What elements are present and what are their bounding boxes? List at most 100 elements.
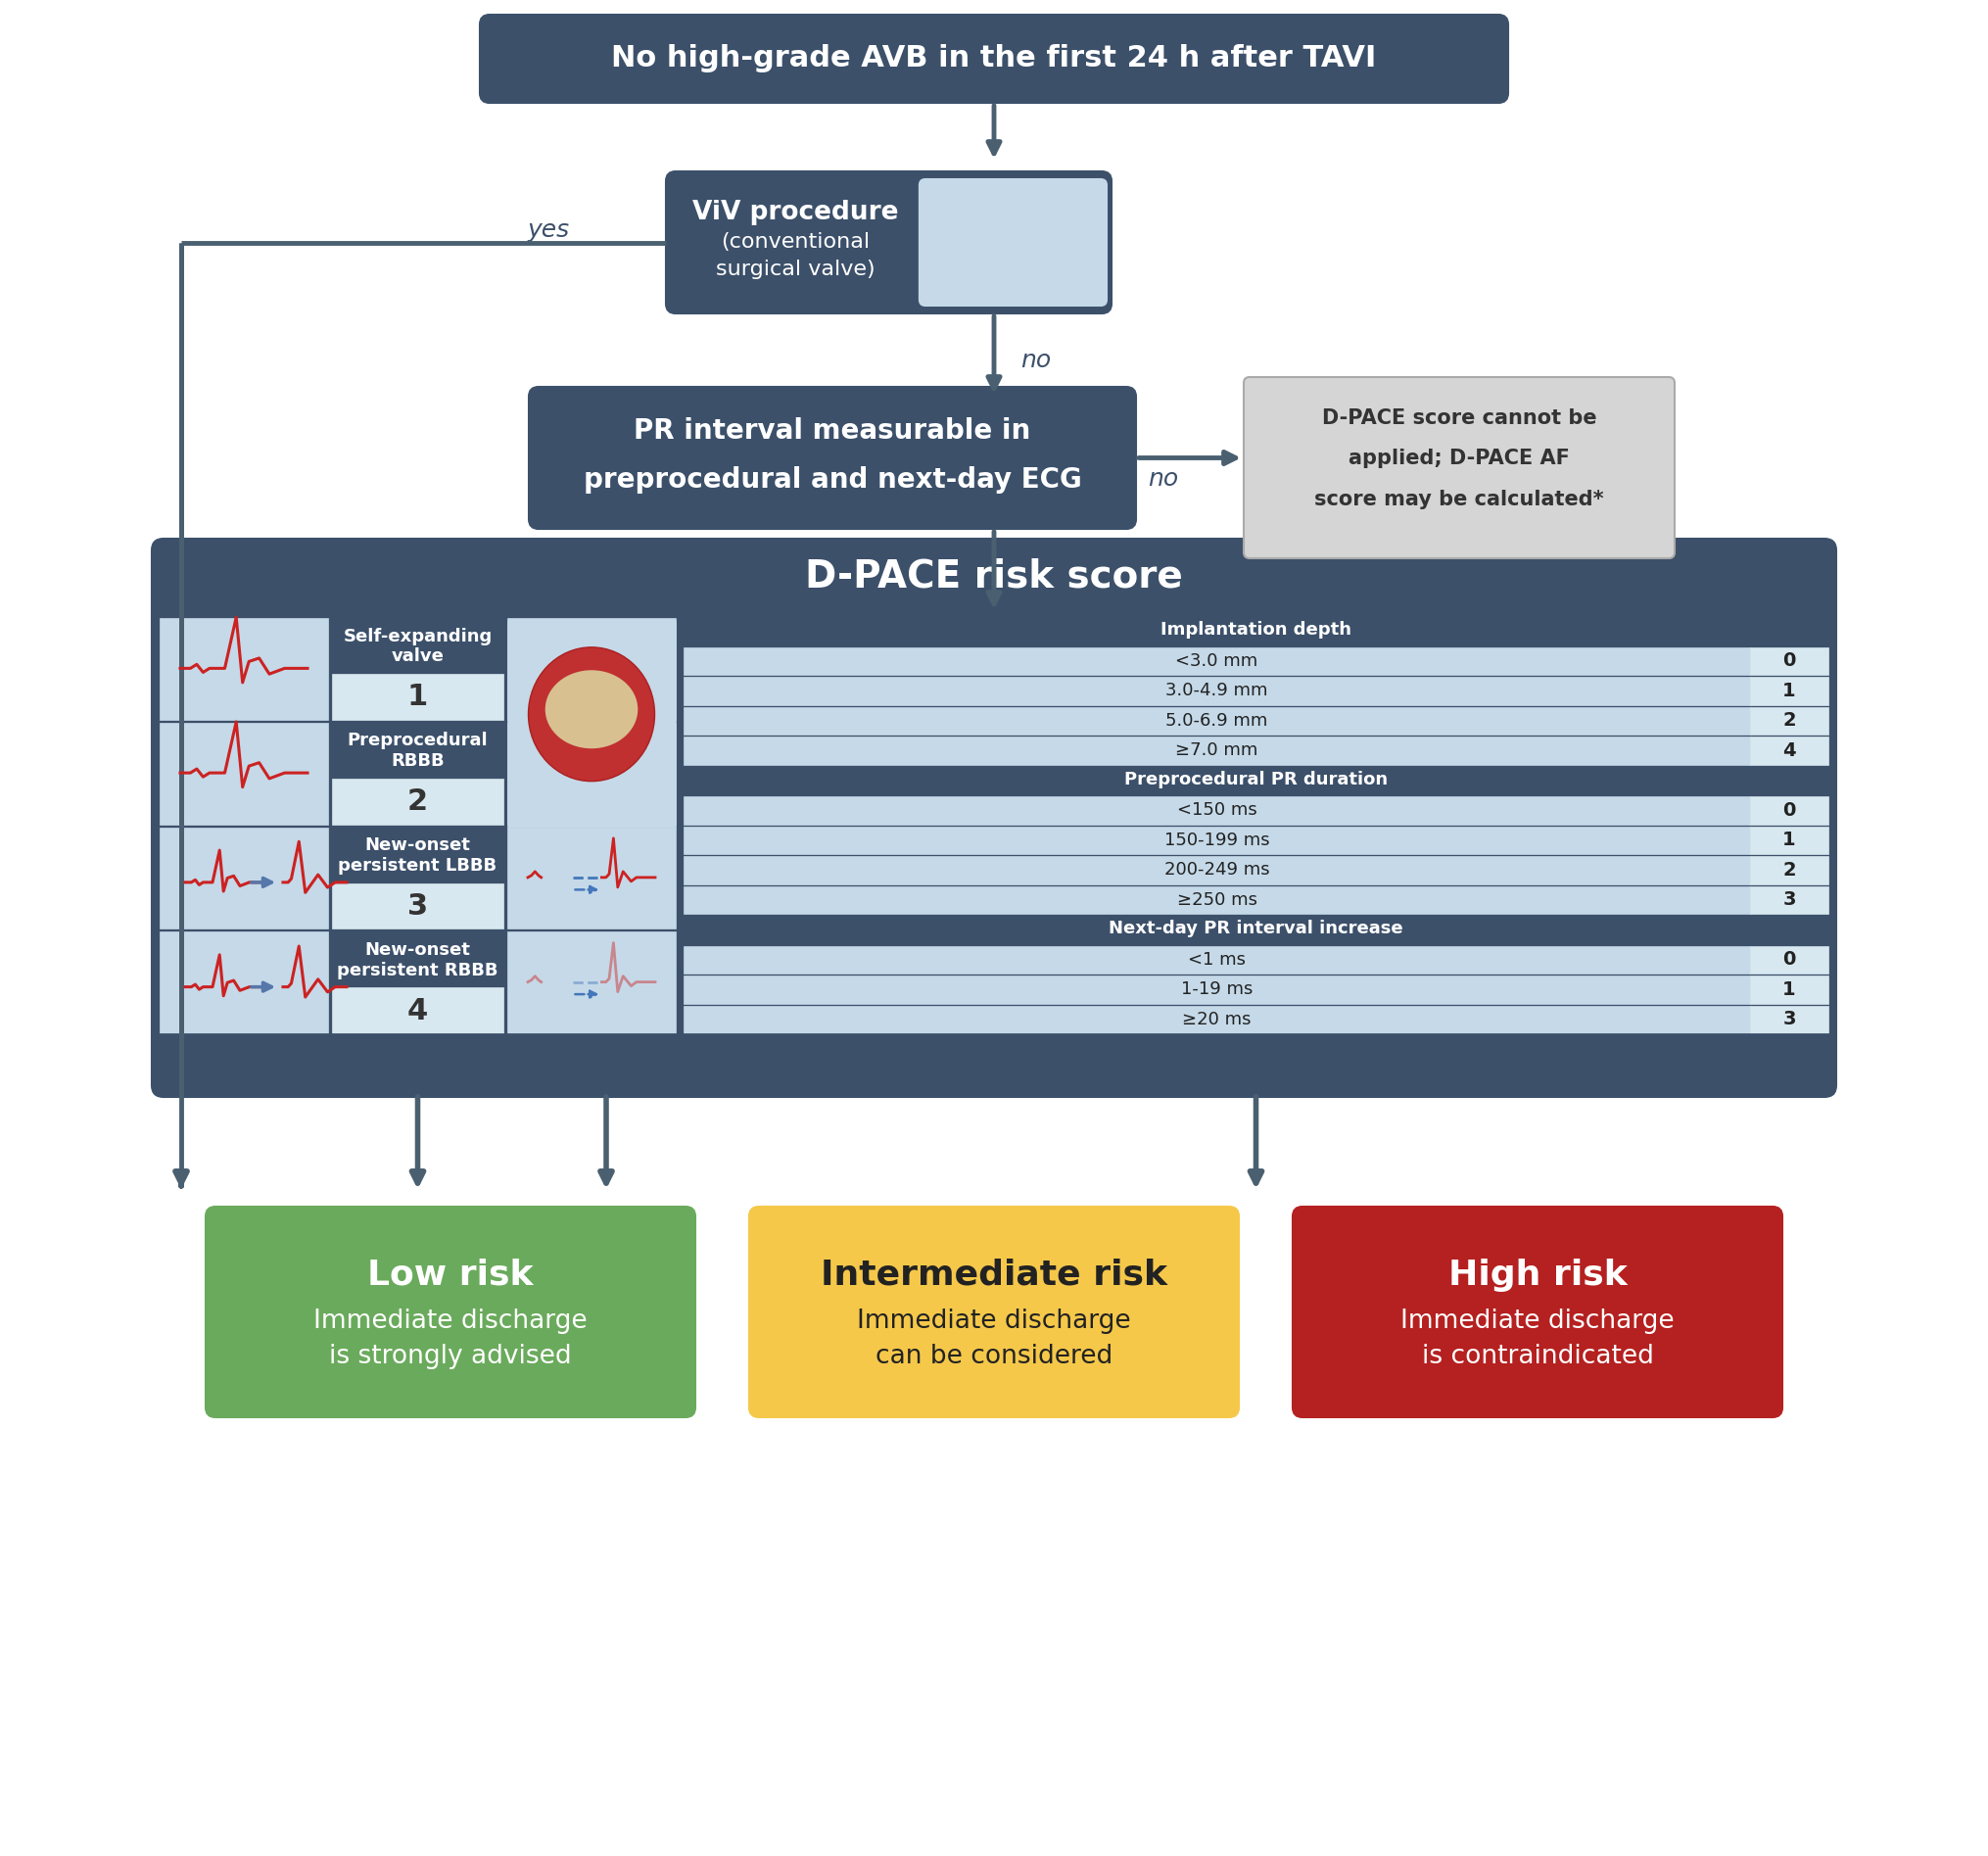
Text: Immediate discharge
is strongly advised: Immediate discharge is strongly advised (314, 1308, 586, 1370)
Text: 2: 2 (1781, 711, 1795, 729)
Bar (684, 885, 1749, 913)
Text: surgical valve): surgical valve) (716, 260, 875, 278)
Bar (159, 828, 328, 928)
Bar (332, 674, 503, 720)
Bar (332, 722, 503, 778)
Bar (159, 722, 328, 824)
Text: <3.0 mm: <3.0 mm (1175, 651, 1258, 670)
Text: yes: yes (527, 219, 569, 241)
Bar (684, 856, 1749, 883)
Bar (1749, 1006, 1827, 1034)
Bar (155, 1034, 1833, 1093)
FancyBboxPatch shape (529, 386, 1135, 529)
Text: Preprocedural PR duration: Preprocedural PR duration (1123, 770, 1388, 789)
Text: 1: 1 (1781, 831, 1795, 850)
Text: Intermediate risk: Intermediate risk (821, 1258, 1167, 1292)
Bar (684, 737, 1749, 765)
Bar (507, 722, 676, 824)
Bar (332, 618, 503, 674)
Text: 3: 3 (1781, 1010, 1795, 1028)
Text: PR interval measurable in: PR interval measurable in (634, 418, 1030, 445)
Bar (684, 648, 1749, 676)
Bar (684, 945, 1749, 974)
Text: yes: yes (1020, 566, 1062, 590)
Bar (684, 976, 1749, 1004)
Text: High risk: High risk (1447, 1258, 1626, 1292)
Text: Preprocedural
RBBB: Preprocedural RBBB (348, 731, 487, 770)
Text: (conventional: (conventional (720, 232, 869, 252)
Text: <1 ms: <1 ms (1187, 950, 1244, 969)
Text: ≥250 ms: ≥250 ms (1177, 891, 1256, 909)
Text: 4: 4 (408, 997, 427, 1025)
Text: 1-19 ms: 1-19 ms (1181, 980, 1252, 999)
Text: New-onset
persistent LBBB: New-onset persistent LBBB (338, 837, 497, 874)
Bar (507, 618, 676, 720)
Bar (1749, 885, 1827, 913)
Text: 2: 2 (1781, 861, 1795, 880)
Text: score may be calculated*: score may be calculated* (1314, 490, 1602, 509)
Text: 4: 4 (1781, 741, 1795, 759)
Text: ≥6: ≥6 (1227, 1045, 1284, 1082)
Ellipse shape (545, 670, 638, 748)
FancyBboxPatch shape (1242, 377, 1674, 559)
FancyBboxPatch shape (918, 180, 1105, 306)
Bar (332, 883, 503, 928)
Text: Self-expanding
valve: Self-expanding valve (344, 627, 491, 666)
FancyBboxPatch shape (151, 538, 1835, 1097)
Bar (332, 932, 503, 987)
Bar (684, 826, 1749, 854)
Bar (332, 828, 503, 883)
Bar (332, 778, 503, 824)
Bar (684, 767, 1827, 794)
Bar (159, 618, 328, 720)
Bar (332, 987, 503, 1034)
Text: Implantation depth: Implantation depth (1159, 622, 1350, 638)
Text: no: no (1147, 468, 1177, 492)
Bar (684, 677, 1749, 705)
Bar (507, 932, 676, 1034)
Text: 3.0-4.9 mm: 3.0-4.9 mm (1165, 681, 1266, 700)
Text: ≥20 ms: ≥20 ms (1181, 1010, 1250, 1028)
FancyBboxPatch shape (205, 1206, 696, 1418)
Bar (684, 616, 1827, 644)
Bar (1749, 856, 1827, 883)
Text: Low risk: Low risk (368, 1258, 533, 1292)
Ellipse shape (529, 648, 654, 781)
Text: 0-3: 0-3 (384, 1045, 451, 1082)
FancyBboxPatch shape (479, 15, 1507, 102)
Text: 0: 0 (1781, 950, 1795, 969)
Bar (507, 622, 676, 828)
FancyBboxPatch shape (666, 171, 1111, 314)
FancyBboxPatch shape (1292, 1206, 1781, 1418)
FancyBboxPatch shape (749, 1206, 1239, 1418)
Text: No high-grade AVB in the first 24 h after TAVI: No high-grade AVB in the first 24 h afte… (610, 45, 1376, 72)
Text: New-onset
persistent RBBB: New-onset persistent RBBB (336, 941, 497, 980)
Text: 5.0-6.9 mm: 5.0-6.9 mm (1165, 713, 1266, 729)
Text: 1: 1 (1781, 681, 1795, 700)
Text: 0: 0 (1781, 651, 1795, 670)
Text: 4-5: 4-5 (573, 1045, 640, 1082)
Text: ≥7.0 mm: ≥7.0 mm (1175, 742, 1258, 759)
Text: Next-day PR interval increase: Next-day PR interval increase (1107, 921, 1402, 937)
Bar (1749, 976, 1827, 1004)
Text: 150-199 ms: 150-199 ms (1163, 831, 1268, 848)
Bar (684, 1006, 1749, 1034)
Text: <150 ms: <150 ms (1177, 802, 1256, 818)
Text: ViV procedure: ViV procedure (692, 200, 899, 225)
Bar (507, 828, 676, 928)
Text: applied; D-PACE AF: applied; D-PACE AF (1348, 449, 1569, 468)
Text: 2: 2 (408, 787, 427, 817)
Bar (1749, 648, 1827, 676)
Text: Immediate discharge
is contraindicated: Immediate discharge is contraindicated (1400, 1308, 1674, 1370)
Text: 3: 3 (408, 893, 427, 921)
Bar (1749, 707, 1827, 735)
Bar (1749, 796, 1827, 824)
Text: 1: 1 (1781, 980, 1795, 999)
Text: 3: 3 (1781, 891, 1795, 909)
Text: 200-249 ms: 200-249 ms (1163, 861, 1268, 878)
Bar (684, 707, 1749, 735)
Text: preprocedural and next-day ECG: preprocedural and next-day ECG (582, 466, 1081, 494)
Text: D-PACE risk score: D-PACE risk score (805, 557, 1183, 594)
Text: 0: 0 (1781, 802, 1795, 820)
Bar (159, 932, 328, 1034)
